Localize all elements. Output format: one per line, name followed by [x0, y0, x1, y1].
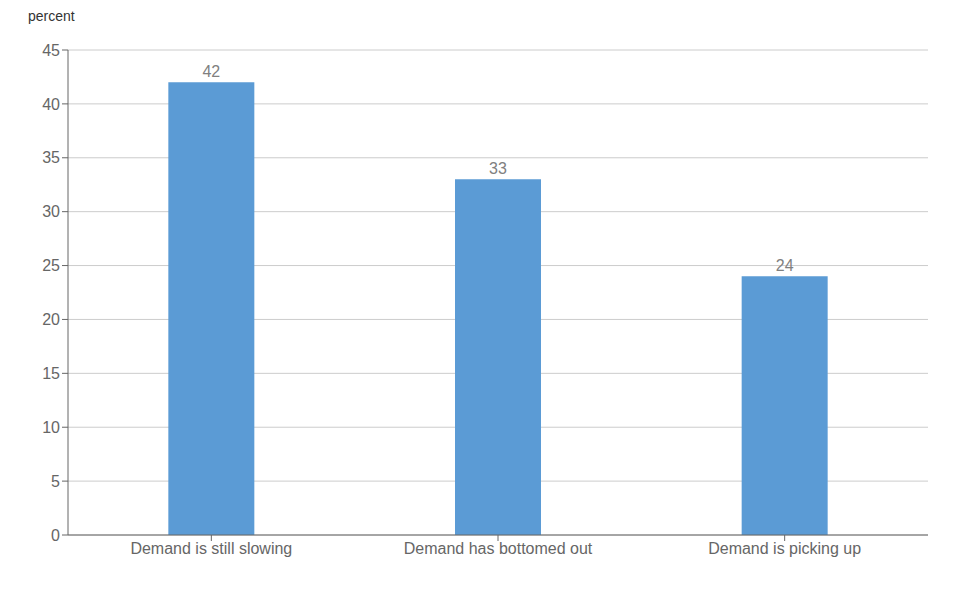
- svg-text:Demand is picking up: Demand is picking up: [708, 540, 861, 557]
- svg-text:20: 20: [42, 311, 60, 328]
- svg-text:Demand has bottomed out: Demand has bottomed out: [404, 540, 593, 557]
- svg-text:0: 0: [51, 527, 60, 544]
- html-text:percent: percent: [28, 8, 75, 24]
- svg-text:30: 30: [42, 203, 60, 220]
- svg-text:24: 24: [776, 257, 794, 274]
- svg-text:25: 25: [42, 257, 60, 274]
- svg-text:42: 42: [202, 63, 220, 80]
- svg-text:35: 35: [42, 149, 60, 166]
- svg-text:33: 33: [489, 160, 507, 177]
- svg-text:5: 5: [51, 473, 60, 490]
- svg-text:40: 40: [42, 96, 60, 113]
- svg-text:Demand is still slowing: Demand is still slowing: [130, 540, 292, 557]
- svg-text:15: 15: [42, 365, 60, 382]
- svg-text:10: 10: [42, 419, 60, 436]
- svg-text:45: 45: [42, 42, 60, 59]
